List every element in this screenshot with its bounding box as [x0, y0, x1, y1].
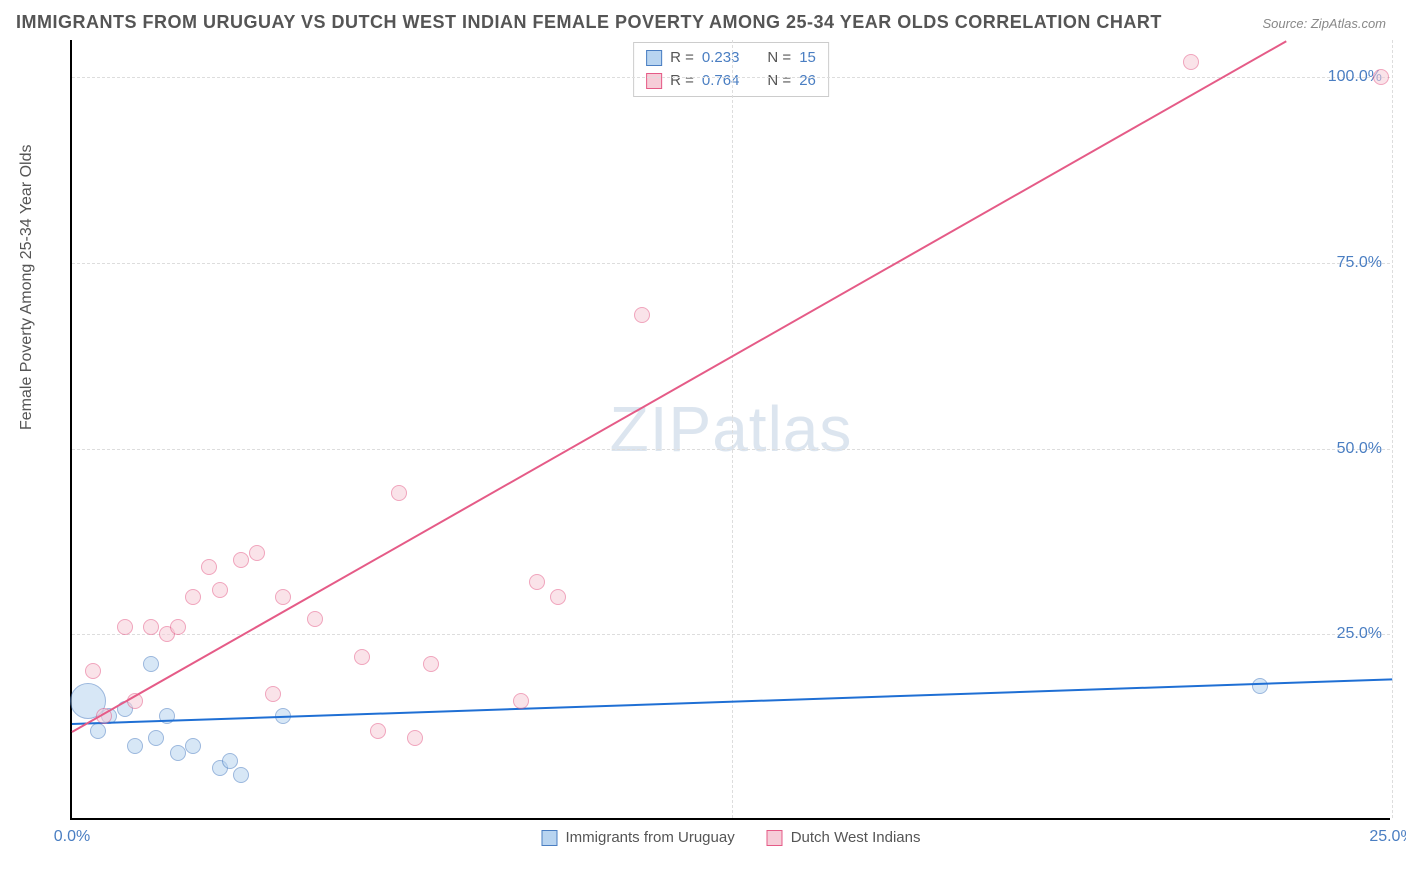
legend-n-value: 15 — [799, 47, 816, 70]
legend-swatch — [646, 73, 662, 89]
x-tick-label: 25.0% — [1369, 828, 1406, 846]
data-point — [423, 656, 439, 672]
data-point — [550, 589, 566, 605]
data-point — [117, 619, 133, 635]
data-point — [370, 723, 386, 739]
data-point — [634, 307, 650, 323]
legend-series-label: Immigrants from Uruguay — [565, 829, 734, 846]
data-point — [170, 619, 186, 635]
data-point — [143, 656, 159, 672]
legend-series: Immigrants from Uruguay Dutch West Indian… — [541, 829, 920, 846]
legend-series-item: Dutch West Indians — [767, 829, 921, 846]
data-point — [201, 559, 217, 575]
legend-swatch — [646, 50, 662, 66]
data-point — [1373, 69, 1389, 85]
trend-line — [72, 40, 1287, 733]
legend-swatch — [767, 830, 783, 846]
legend-row: R = 0.233 N = 15 — [646, 47, 816, 70]
data-point — [275, 589, 291, 605]
data-point — [1252, 678, 1268, 694]
y-tick-label: 75.0% — [1337, 254, 1382, 272]
data-point — [354, 649, 370, 665]
legend-n-label: N = — [767, 47, 791, 70]
data-point — [85, 663, 101, 679]
legend-n-label: N = — [767, 70, 791, 93]
data-point — [1183, 54, 1199, 70]
data-point — [307, 611, 323, 627]
data-point — [513, 693, 529, 709]
legend-row: R = 0.764 N = 26 — [646, 70, 816, 93]
data-point — [391, 485, 407, 501]
data-point — [185, 738, 201, 754]
data-point — [529, 574, 545, 590]
y-axis-label: Female Poverty Among 25-34 Year Olds — [18, 145, 36, 431]
gridline-horizontal — [72, 263, 1390, 264]
data-point — [148, 730, 164, 746]
data-point — [185, 589, 201, 605]
legend-r-label: R = — [670, 70, 694, 93]
data-point — [90, 723, 106, 739]
legend-r-value: 0.233 — [702, 47, 740, 70]
x-tick-label: 0.0% — [54, 828, 90, 846]
gridline-horizontal — [72, 449, 1390, 450]
y-tick-label: 50.0% — [1337, 440, 1382, 458]
chart-title: IMMIGRANTS FROM URUGUAY VS DUTCH WEST IN… — [16, 12, 1162, 33]
gridline-horizontal — [72, 634, 1390, 635]
legend-series-item: Immigrants from Uruguay — [541, 829, 734, 846]
data-point — [127, 738, 143, 754]
data-point — [222, 753, 238, 769]
y-tick-label: 25.0% — [1337, 625, 1382, 643]
gridline-horizontal — [72, 77, 1390, 78]
data-point — [233, 552, 249, 568]
legend-r-value: 0.764 — [702, 70, 740, 93]
legend-correlation: R = 0.233 N = 15 R = 0.764 N = 26 — [633, 42, 829, 97]
legend-swatch — [541, 830, 557, 846]
source-label: Source: ZipAtlas.com — [1262, 16, 1386, 31]
plot-area: ZIPatlas R =0.233N =15R =0.764N =26 Immi… — [70, 40, 1390, 820]
data-point — [233, 767, 249, 783]
data-point — [212, 582, 228, 598]
legend-r-label: R = — [670, 47, 694, 70]
gridline-vertical — [1392, 40, 1393, 818]
data-point — [407, 730, 423, 746]
data-point — [170, 745, 186, 761]
data-point — [265, 686, 281, 702]
data-point — [249, 545, 265, 561]
data-point — [143, 619, 159, 635]
legend-series-label: Dutch West Indians — [791, 829, 921, 846]
legend-n-value: 26 — [799, 70, 816, 93]
